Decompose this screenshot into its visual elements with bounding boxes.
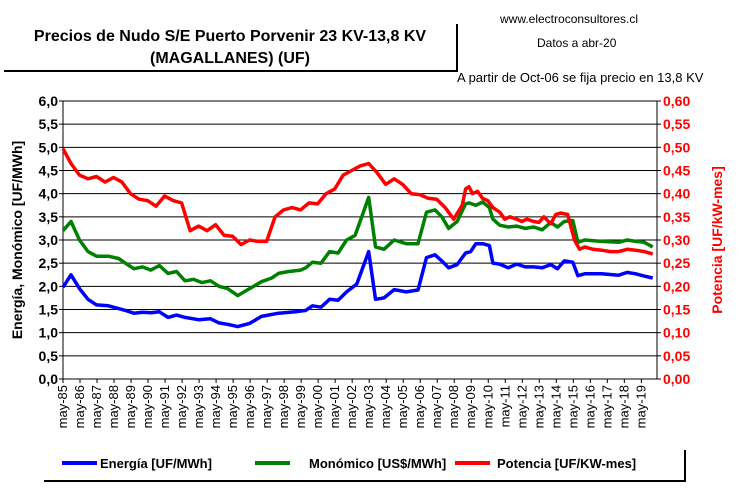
source-site: www.electroconsultores.cl — [500, 12, 639, 26]
x-tick-label: may-95 — [225, 385, 240, 428]
x-tick-label: may-17 — [599, 385, 614, 428]
title-line-2: (MAGALLANES) (UF) — [150, 50, 310, 67]
x-tick-label: may-01 — [327, 385, 342, 428]
tick-labels: 0,0 0,5 1,0 1,5 2,0 2,5 3,0 3,5 4,0 4,5 5,0 5,5 6,0 0… — [9, 93, 725, 428]
x-tick-label: may-00 — [310, 385, 325, 428]
y-right-tick-label: 0,35 — [663, 209, 690, 225]
x-tick-label: may-02 — [344, 385, 359, 428]
y-left-tick-label: 4,0 — [39, 186, 59, 202]
y-right-tick-label: 0,50 — [663, 139, 690, 155]
x-tick-label: may-15 — [565, 385, 580, 428]
x-tick-label: may-88 — [106, 385, 121, 428]
x-tick-label: may-94 — [208, 385, 223, 428]
monomico-line — [61, 195, 654, 298]
legend-potencia: Potencia [UF/KW-mes] — [497, 456, 637, 471]
x-tick-label: may-16 — [582, 385, 597, 428]
y-right-tick-label: 0,15 — [663, 302, 690, 318]
x-tick-label: may-87 — [89, 385, 104, 428]
x-tick-label: may-99 — [293, 385, 308, 428]
grid — [63, 100, 657, 380]
y-left-tick-label: 1,5 — [39, 302, 59, 318]
x-tick-label: may-11 — [497, 385, 512, 427]
x-tick-label: may-86 — [72, 385, 87, 428]
axes — [59, 100, 661, 383]
voltage-note: A partir de Oct-06 se fija precio en 13,… — [457, 70, 704, 85]
x-tick-label: may-05 — [395, 385, 410, 428]
y-left-tick-label: 6,0 — [39, 93, 59, 109]
y-right-tick-label: 0,30 — [663, 232, 690, 248]
x-tick-label: may-04 — [378, 385, 393, 428]
x-tick-label: may-92 — [174, 385, 189, 428]
x-tick-label: may-89 — [123, 385, 138, 428]
y-right-tick-label: 0,40 — [663, 186, 690, 202]
y-right-tick-label: 0,45 — [663, 163, 690, 179]
y-left-tick-label: 5,0 — [39, 139, 59, 155]
y-axis-right-title: Potencia [UF/kW-mes] — [709, 166, 725, 314]
x-tick-label: may-93 — [191, 385, 206, 428]
chart-title: Precios de Nudo S/E Puerto Porvenir 23 K… — [4, 26, 456, 70]
x-tick-label: may-12 — [514, 385, 529, 428]
series-lines — [61, 147, 654, 329]
y-left-tick-label: 3,5 — [39, 209, 59, 225]
y-left-tick-label: 0,0 — [39, 371, 59, 387]
y-left-tick-label: 2,0 — [39, 278, 59, 294]
legend-energia: Energía [UF/MWh] — [100, 456, 212, 471]
y-left-tick-label: 2,5 — [39, 255, 59, 271]
y-left-tick-label: 1,0 — [39, 325, 59, 341]
x-tick-label: may-91 — [157, 385, 172, 428]
y-right-tick-label: 0,05 — [663, 348, 690, 364]
x-tick-label: may-09 — [463, 385, 478, 428]
x-tick-label: may-06 — [412, 385, 427, 428]
x-tick-label: may-14 — [548, 385, 563, 428]
x-tick-label: may-85 — [55, 385, 70, 428]
x-tick-label: may-96 — [242, 385, 257, 428]
y-left-tick-label: 5,5 — [39, 116, 59, 132]
y-right-tick-label: 0,00 — [663, 371, 690, 387]
x-tick-label: may-19 — [633, 385, 648, 428]
title-line-1: Precios de Nudo S/E Puerto Porvenir 23 K… — [33, 28, 427, 45]
y-left-tick-label: 0,5 — [39, 348, 59, 364]
legend-frame — [44, 450, 686, 482]
x-tick-label: may-08 — [446, 385, 461, 428]
legend-monomico: Monómico [US$/MWh] — [309, 456, 447, 471]
x-tick-label: may-10 — [480, 385, 495, 428]
x-tick-label: may-07 — [429, 385, 444, 428]
x-tick-label: may-03 — [361, 385, 376, 428]
potencia-line — [61, 147, 654, 256]
x-tick-label: may-13 — [531, 385, 546, 428]
x-tick-label: may-90 — [140, 385, 155, 428]
date-note: Datos a abr-20 — [537, 36, 617, 50]
y-left-tick-label: 3,0 — [39, 232, 59, 248]
y-right-tick-label: 0,60 — [663, 93, 690, 109]
y-right-tick-label: 0,20 — [663, 278, 690, 294]
y-left-tick-label: 4,5 — [39, 163, 59, 179]
y-right-tick-label: 0,25 — [663, 255, 690, 271]
x-tick-label: may-98 — [276, 385, 291, 428]
x-tick-label: may-97 — [259, 385, 274, 428]
title-frame — [4, 24, 458, 72]
y-right-tick-label: 0,55 — [663, 116, 690, 132]
x-tick-label: may-18 — [616, 385, 631, 428]
y-axis-left-title: Energía, Monómico [UF/MWh] — [9, 141, 25, 339]
energia-line — [61, 241, 654, 329]
y-right-tick-label: 0,10 — [663, 325, 690, 341]
